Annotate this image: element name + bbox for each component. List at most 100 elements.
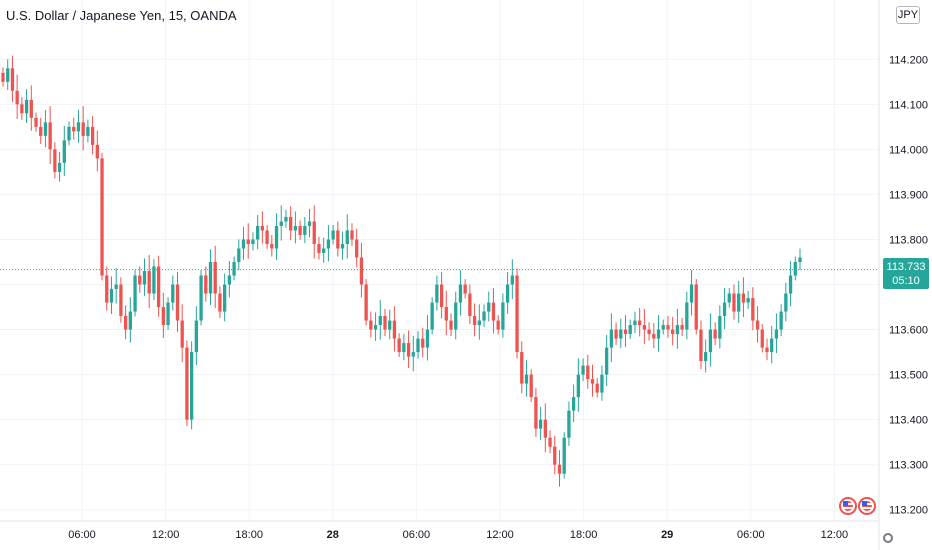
candle-body [425,329,430,348]
candle-body [161,307,165,326]
candle [350,223,354,246]
candle [685,291,689,340]
candle-body [119,284,123,317]
candle-body [770,338,774,353]
candle [171,275,175,311]
candle-body [784,293,788,312]
candle [600,365,604,401]
candle [472,303,477,337]
candle-body [53,149,57,172]
candle [482,304,486,328]
candle-body [388,320,392,330]
candle [425,315,430,361]
candle [652,323,656,349]
candle-body [251,239,255,244]
candle [213,245,217,309]
candle [359,243,364,298]
candle-body [373,325,378,330]
candle-body [576,374,580,398]
candle [741,277,746,318]
candle-body [109,289,114,303]
candle-body [458,284,463,303]
candle-body [515,275,519,353]
candle-body [557,464,562,474]
candle-body [114,284,118,290]
candle [265,225,269,249]
candle-body [704,352,708,362]
candle [435,275,439,311]
settings-icon[interactable] [883,533,893,543]
candle [57,152,62,182]
candle [675,308,680,349]
candle [246,223,250,259]
candle-body [543,419,547,438]
candle-body [600,374,604,393]
candle [322,237,326,263]
candle-body [680,325,684,330]
candle [232,256,236,281]
x-tick-label: 12:00 [486,529,514,541]
candle-body [538,419,543,429]
y-tick-label: 113.300 [889,460,928,472]
candle [609,313,614,363]
candle-body [29,99,33,118]
candle-body [553,446,557,465]
candle [661,319,665,335]
candle-body [524,374,529,384]
candle-body [322,248,326,253]
candle [680,317,684,337]
candle [298,220,302,240]
candle-body [20,104,24,114]
candle-body [439,284,444,308]
y-tick-label: 113.500 [889,370,928,382]
candle-body [260,225,265,231]
candle-body [694,284,698,330]
candle [553,435,557,475]
candle-body [562,437,566,474]
candle [732,284,736,320]
y-tick-label: 114.100 [889,99,928,111]
candle [689,270,694,316]
candle [105,266,109,311]
x-tick-label: 06:00 [737,529,765,541]
candle [788,261,793,307]
candle [576,358,580,412]
candle-body [350,230,354,240]
candle [369,311,373,338]
candle-body [520,352,524,384]
candle [373,312,378,341]
candle-body [623,329,628,335]
candle [336,221,340,257]
candle [317,236,321,260]
candle-body [105,275,109,303]
currency-badge[interactable]: JPY [896,6,920,24]
candle-body [289,216,293,231]
candle [699,320,703,370]
candle [208,249,213,305]
candle-body [156,266,161,308]
candle [274,213,279,260]
candle-body [718,316,722,339]
candle-body [491,302,496,321]
candle-body [279,221,283,226]
y-tick-label: 114.000 [889,144,928,156]
candle [227,261,232,298]
candle-body [609,329,614,348]
candle [152,259,156,301]
candle [156,255,161,317]
y-tick-label: 113.400 [889,415,928,427]
candle-body [256,225,260,240]
candle [270,234,274,257]
candle [798,248,802,271]
flag-us-icon[interactable] [839,497,857,515]
candle [1,67,5,87]
candle [34,112,38,132]
candle-body [510,275,514,285]
candle-body [798,257,802,262]
x-tick-label: 29 [661,529,673,541]
candle [260,211,265,244]
flag-us-icon[interactable] [858,497,876,515]
candle [100,152,104,281]
candle [237,239,241,271]
